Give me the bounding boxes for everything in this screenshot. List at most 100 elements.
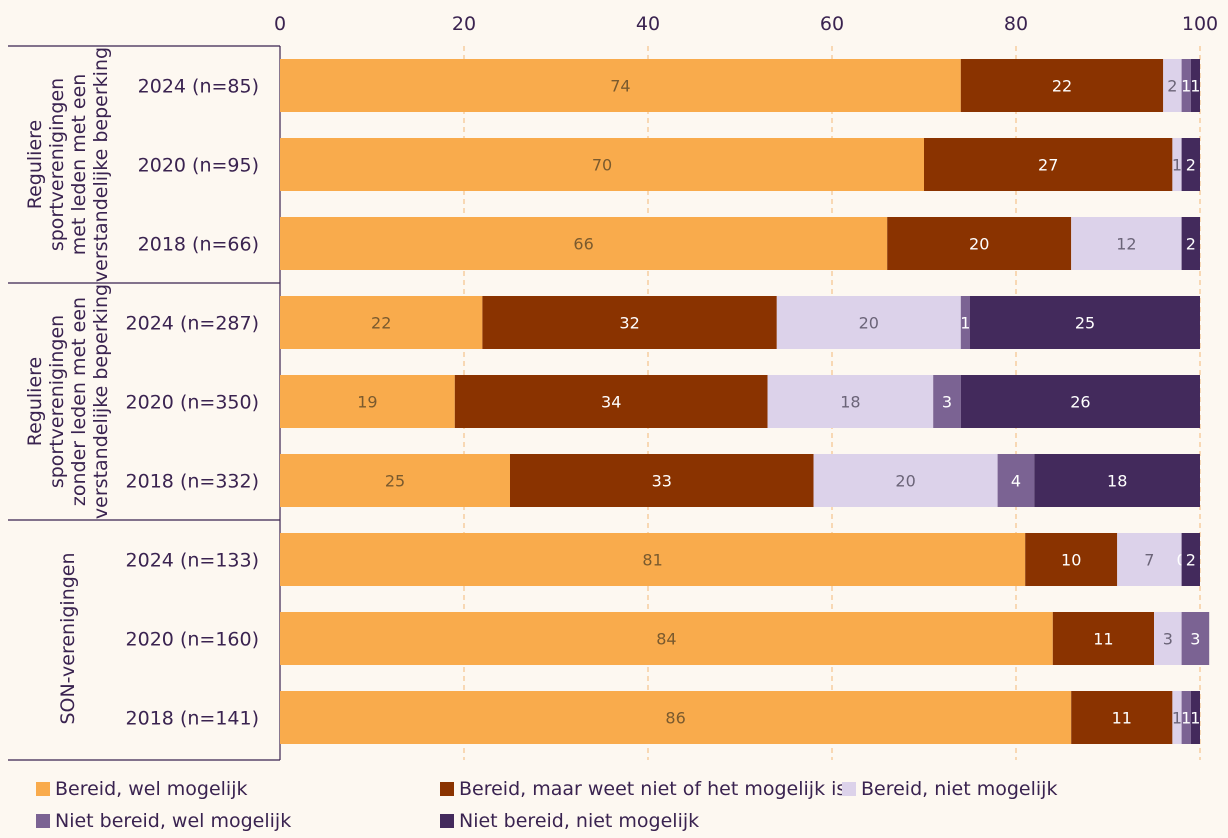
group-label-line: Reguliere <box>24 120 46 209</box>
data-label: 81 <box>642 551 662 570</box>
data-label: 2 <box>1186 551 1196 570</box>
legend-swatch <box>440 782 454 796</box>
category-label: 2024 (n=287) <box>126 313 259 335</box>
group-label-line: Reguliere <box>24 357 46 446</box>
data-label: 25 <box>385 472 405 491</box>
data-label: 3 <box>1163 630 1173 649</box>
x-tick-label: 100 <box>1182 13 1218 35</box>
legend-swatch <box>440 814 454 828</box>
data-label: 1 <box>1181 709 1191 728</box>
legend-swatch <box>36 782 50 796</box>
bar-segment <box>280 533 1026 586</box>
bar-segment <box>280 296 483 349</box>
legend-item-niet-bereid-wel-mogelijk: Niet bereid, wel mogelijk <box>36 810 291 832</box>
data-label: 19 <box>357 393 377 412</box>
bar-segment <box>454 375 768 428</box>
data-label: 1 <box>1172 156 1182 175</box>
bar-segment <box>1181 138 1200 191</box>
bar-segment <box>482 296 777 349</box>
bar-segment <box>1190 691 1200 744</box>
data-label: 34 <box>601 393 621 412</box>
group-label-line: SON-verenigingen <box>57 552 79 724</box>
data-label: 1 <box>1172 709 1182 728</box>
bar-segment <box>280 59 961 112</box>
bar-segment <box>280 454 510 507</box>
legend-item-bereid-niet-mogelijk: Bereid, niet mogelijk <box>842 778 1057 800</box>
bar-segment <box>933 375 961 428</box>
group-label-line: met leden met een <box>68 74 90 256</box>
bar-segment <box>767 375 934 428</box>
category-label: 2020 (n=95) <box>138 155 259 177</box>
bar-segment <box>960 296 970 349</box>
bar-segment <box>887 217 1072 270</box>
bar-segment <box>280 612 1053 665</box>
data-label: 11 <box>1112 709 1132 728</box>
group-label-line: verstandelijke beperking <box>90 284 112 519</box>
data-label: 1 <box>960 314 970 333</box>
bar-segment <box>1163 59 1182 112</box>
x-tick-label: 60 <box>820 13 844 35</box>
bar-segment <box>960 59 1164 112</box>
category-label: 2018 (n=66) <box>138 234 259 256</box>
data-label: 66 <box>573 235 593 254</box>
bar-segment <box>1052 612 1154 665</box>
data-label: 4 <box>1011 472 1021 491</box>
category-label: 2018 (n=141) <box>126 708 259 730</box>
category-label: 2018 (n=332) <box>126 471 259 493</box>
data-label: 3 <box>1190 630 1200 649</box>
group-label: Regulieresportverenigingenmet leden met … <box>24 47 112 282</box>
data-label: 20 <box>969 235 989 254</box>
legend-label: Bereid, wel mogelijk <box>55 778 248 800</box>
data-label: 12 <box>1116 235 1136 254</box>
category-label: 2020 (n=350) <box>126 392 259 414</box>
data-label: 1 <box>1181 77 1191 96</box>
bar-segment <box>970 296 1200 349</box>
bar-segment <box>1172 138 1182 191</box>
bar-segment <box>280 138 924 191</box>
group-label-line: sportverenigingen <box>46 315 68 488</box>
data-label: 10 <box>1061 551 1081 570</box>
category-label: 2024 (n=85) <box>138 76 259 98</box>
legend-label: Niet bereid, niet mogelijk <box>459 810 700 832</box>
bar-segment <box>1181 533 1200 586</box>
legend-item-niet-bereid-niet-mogelijk: Niet bereid, niet mogelijk <box>440 810 699 832</box>
legend-item-bereid-wel-mogelijk: Bereid, wel mogelijk <box>36 778 248 800</box>
bar-segment <box>1154 612 1182 665</box>
bar-segment <box>960 375 1200 428</box>
bar-segment <box>1181 217 1200 270</box>
data-label: 86 <box>665 709 685 728</box>
x-tick-label: 20 <box>452 13 476 35</box>
x-tick-label: 40 <box>636 13 660 35</box>
data-label: 18 <box>1107 472 1127 491</box>
data-label: 70 <box>592 156 612 175</box>
bar-segment <box>1034 454 1200 507</box>
data-label: 7 <box>1144 551 1154 570</box>
bar-segment <box>776 296 961 349</box>
data-label: 33 <box>652 472 672 491</box>
stacked-bar-chart: 0 20 40 60 80 100Regulieresportverenigingenme… <box>8 13 1218 761</box>
bar-segment <box>280 375 455 428</box>
group-label: Regulieresportverenigingenzonder leden m… <box>24 284 112 519</box>
bar-segment <box>997 454 1035 507</box>
legend-swatch <box>842 782 856 796</box>
data-label: 3 <box>942 393 952 412</box>
group-label-line: zonder leden met een <box>68 297 90 506</box>
bar-segment <box>1181 612 1210 665</box>
data-label: 26 <box>1070 393 1090 412</box>
x-tick-label: 80 <box>1004 13 1028 35</box>
legend-label: Bereid, maar weet niet of het mogelijk i… <box>459 778 847 800</box>
group-label-line: verstandelijke beperking <box>90 47 112 282</box>
bar-segment <box>1025 533 1118 586</box>
legend-label: Niet bereid, wel mogelijk <box>55 810 292 832</box>
bar-segment <box>1117 533 1182 586</box>
data-label: 20 <box>895 472 915 491</box>
category-label: 2024 (n=133) <box>126 550 259 572</box>
bar-segment <box>1181 691 1191 744</box>
legend-label: Bereid, niet mogelijk <box>861 778 1058 800</box>
data-label: 2 <box>1186 156 1196 175</box>
data-label: 84 <box>656 630 676 649</box>
data-label: 27 <box>1038 156 1058 175</box>
bar-segment <box>1071 691 1173 744</box>
group-label-line: sportverenigingen <box>46 78 68 251</box>
bar-segment <box>1190 59 1200 112</box>
